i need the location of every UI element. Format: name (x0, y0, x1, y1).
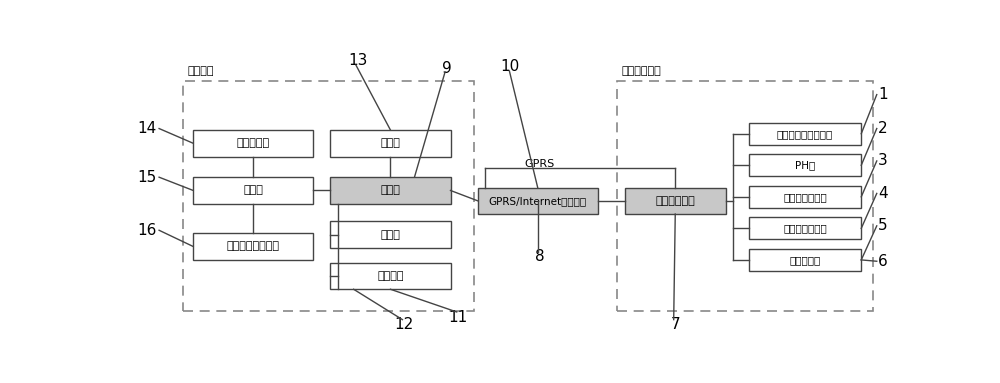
Text: 土壤监测终端: 土壤监测终端 (655, 196, 695, 206)
Text: 8: 8 (535, 249, 544, 264)
Bar (625, 188, 726, 214)
Text: 远程监测设备: 远程监测设备 (621, 66, 661, 76)
Bar (330, 130, 450, 157)
Text: GPRS/Internet通信网络: GPRS/Internet通信网络 (489, 196, 587, 206)
Text: 打印机: 打印机 (380, 138, 400, 148)
Text: 11: 11 (449, 310, 468, 325)
Text: 14: 14 (137, 121, 156, 136)
Text: 6: 6 (878, 254, 888, 269)
Text: 交换机: 交换机 (380, 185, 400, 195)
Bar (478, 188, 598, 214)
Bar (749, 186, 861, 208)
Text: 7: 7 (670, 317, 680, 332)
Bar (330, 263, 450, 289)
Text: 3: 3 (878, 154, 888, 169)
Text: 有机质含量检测模块: 有机质含量检测模块 (777, 129, 833, 139)
Bar (193, 177, 313, 204)
Text: 13: 13 (348, 53, 367, 68)
Text: 5: 5 (878, 218, 888, 233)
Bar (749, 154, 861, 176)
Text: 15: 15 (137, 170, 156, 185)
Text: 10: 10 (501, 59, 520, 74)
Text: GPRS: GPRS (524, 159, 555, 169)
Text: 含盐量检测模块: 含盐量检测模块 (783, 192, 827, 202)
Text: 计算机: 计算机 (243, 185, 263, 195)
Bar (330, 221, 450, 248)
Text: 存储模块: 存储模块 (377, 271, 404, 281)
Bar (183, 81, 474, 311)
Text: 12: 12 (394, 317, 414, 332)
Bar (193, 233, 313, 260)
Text: 2: 2 (878, 121, 888, 136)
Text: 16: 16 (137, 223, 156, 238)
Text: 土壤监测系统软件: 土壤监测系统软件 (227, 242, 280, 252)
Bar (749, 217, 861, 239)
Text: 温度传感器: 温度传感器 (789, 255, 821, 265)
Text: 数据库软件: 数据库软件 (237, 138, 270, 148)
Bar (749, 123, 861, 145)
Text: 9: 9 (442, 61, 452, 75)
Bar (617, 81, 873, 311)
Bar (330, 177, 450, 204)
Text: 监控中心: 监控中心 (187, 66, 214, 76)
Text: 服务器: 服务器 (380, 230, 400, 240)
Text: 1: 1 (878, 87, 888, 102)
Bar (749, 249, 861, 271)
Text: 4: 4 (878, 186, 888, 201)
Text: PH计: PH计 (795, 160, 815, 170)
Text: 土壤水分传感器: 土壤水分传感器 (783, 223, 827, 233)
Bar (193, 130, 313, 157)
